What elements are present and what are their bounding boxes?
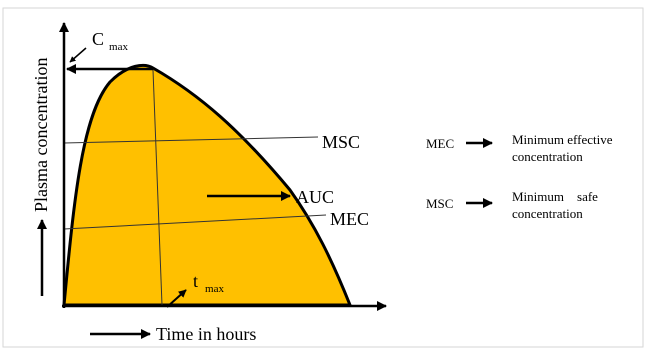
tmax-arrow [166, 289, 187, 308]
cmax-pointer-arrow [69, 47, 87, 63]
msc-line [63, 136, 319, 144]
y-axis-label: Plasma concentration [31, 58, 51, 212]
legend-msc-abbr: MSC [426, 196, 453, 211]
legend-mec-abbr: MEC [426, 136, 454, 151]
cmax-label: C max [92, 29, 128, 53]
tmax-label: t max [193, 271, 224, 295]
legend-mec-line2: concentration [512, 149, 583, 164]
legend-msc: MSC Minimum safe concentration [426, 189, 598, 221]
legend-msc-line2: concentration [512, 206, 583, 221]
tmax-sub: max [205, 283, 224, 295]
legend-msc-line1: Minimum safe [512, 189, 598, 204]
cmax-base: C [92, 29, 104, 49]
legend-mec-line1: Minimum effective [512, 132, 613, 147]
cmax-sub: max [109, 41, 128, 53]
msc-label: MSC [322, 132, 360, 152]
mec-line [63, 214, 327, 230]
diagram-frame [2, 7, 644, 348]
legend-mec: MEC Minimum effective concentration [426, 132, 613, 164]
mec-label: MEC [330, 209, 369, 229]
tmax-base: t [193, 271, 198, 291]
tmax-line [152, 69, 163, 306]
x-axis-label: Time in hours [156, 324, 256, 344]
auc-area [62, 63, 353, 307]
auc-label: AUC [296, 187, 334, 207]
